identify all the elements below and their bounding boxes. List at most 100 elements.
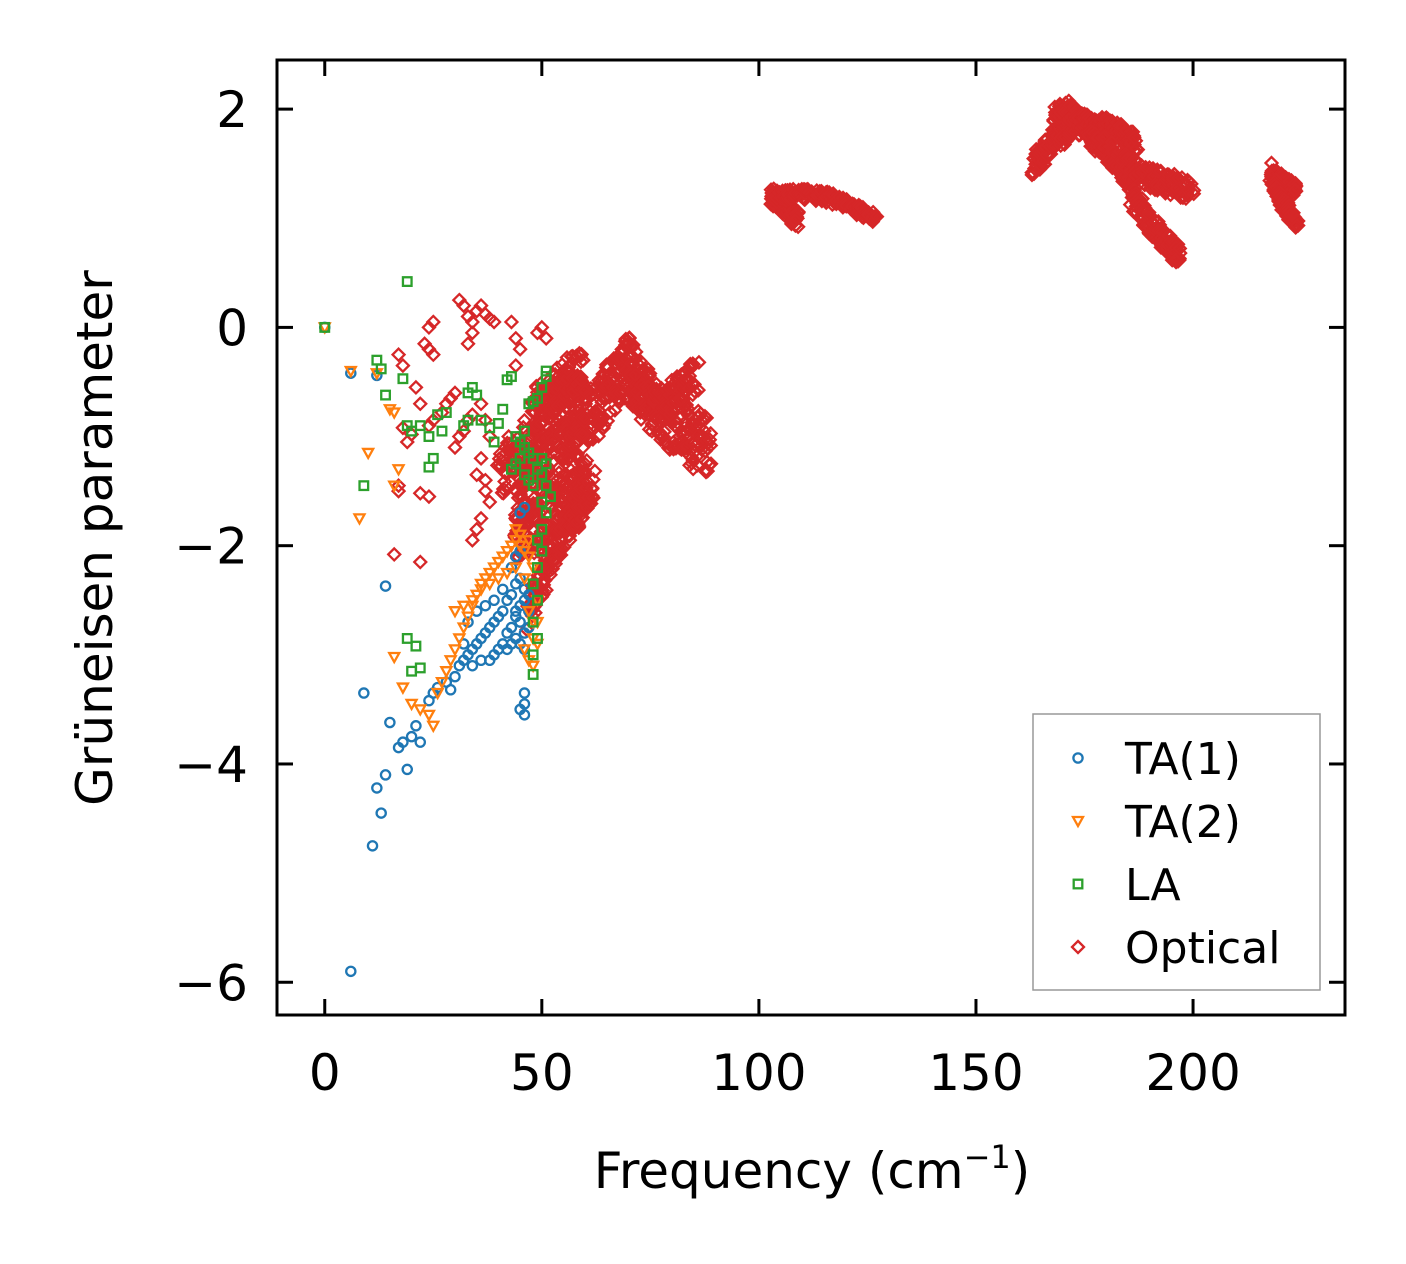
- data-point: [358, 687, 370, 699]
- data-point: [555, 395, 571, 412]
- data-point: [412, 554, 428, 570]
- data-point: [456, 297, 472, 314]
- data-point: [486, 314, 502, 330]
- data-point: [408, 379, 424, 396]
- data-point: [498, 479, 514, 495]
- data-point: [585, 431, 601, 447]
- data-point: [439, 666, 454, 679]
- x-axis-label: Frequency (cm−1): [594, 1138, 1031, 1200]
- data-point: [550, 398, 566, 414]
- x-tick-label: 0: [309, 1044, 341, 1102]
- data-point: [530, 638, 545, 652]
- legend-items: TA(1) TA(2) LA Optical: [1070, 734, 1280, 974]
- data-point: [464, 325, 480, 341]
- data-point: [546, 385, 562, 401]
- data-point: [514, 599, 526, 612]
- data-point: [387, 651, 402, 665]
- data-point: [358, 480, 370, 492]
- data-point: [460, 336, 476, 352]
- data-point: [461, 611, 475, 624]
- data-point: [527, 480, 539, 492]
- tick-labels: 0 50 100 150 200 −6 −4 −2 0 2: [174, 81, 1240, 1102]
- data-point: [465, 595, 480, 608]
- data-point: [352, 513, 367, 526]
- data-point: [562, 532, 578, 548]
- data-point: [361, 447, 376, 461]
- data-point: [345, 965, 357, 978]
- data-point: [421, 488, 437, 505]
- data-point: [1150, 222, 1167, 239]
- data-point: [521, 606, 536, 619]
- data-point: [532, 534, 543, 546]
- data-point: [452, 633, 467, 646]
- legend-marker: [1071, 815, 1085, 829]
- data-point: [447, 439, 463, 456]
- data-point: [1186, 182, 1202, 198]
- y-tick-label: −4: [174, 736, 248, 794]
- data-point: [497, 605, 509, 617]
- data-point: [527, 649, 539, 661]
- data-point: [577, 383, 593, 400]
- data-point: [319, 321, 331, 333]
- data-point: [464, 532, 480, 548]
- plot-frame: [275, 58, 1347, 1017]
- data-point: [405, 730, 418, 743]
- data-point: [534, 319, 550, 336]
- data-point: [426, 720, 441, 734]
- data-point: [1287, 182, 1303, 198]
- data-point: [536, 469, 548, 481]
- data-point: [696, 411, 712, 427]
- legend-marker: [1072, 878, 1084, 890]
- legend-entry-la: LA: [1072, 860, 1181, 911]
- data-point: [1169, 251, 1185, 267]
- data-point: [527, 578, 539, 590]
- data-point: [602, 404, 618, 420]
- data-point: [690, 382, 707, 398]
- data-point: [410, 640, 422, 652]
- data-point: [536, 496, 548, 508]
- data-point: [456, 600, 471, 614]
- data-point: [456, 622, 471, 635]
- data-point: [703, 425, 719, 442]
- data-point: [517, 573, 532, 586]
- x-axis-label-superscript: −1: [964, 1138, 1011, 1176]
- x-tick-label: 50: [510, 1044, 574, 1102]
- data-point: [447, 385, 463, 401]
- data-point: [366, 840, 379, 852]
- data-point: [673, 441, 690, 458]
- legend-marker: [1070, 939, 1086, 955]
- data-point: [475, 414, 487, 426]
- data-point: [514, 518, 531, 534]
- data-point: [379, 580, 392, 592]
- legend-label: LA: [1125, 860, 1181, 911]
- data-point: [787, 213, 803, 229]
- data-point: [546, 413, 562, 429]
- data-point: [585, 471, 601, 488]
- data-point: [600, 359, 616, 376]
- data-point: [1096, 129, 1112, 145]
- data-point: [596, 417, 612, 433]
- data-point: [401, 276, 413, 288]
- data-point: [505, 463, 517, 475]
- data-point: [672, 392, 688, 408]
- data-point: [554, 541, 570, 558]
- data-point: [473, 396, 489, 412]
- data-point: [497, 403, 509, 415]
- data-point: [387, 480, 402, 494]
- data-point: [501, 627, 513, 639]
- data-point: [536, 523, 548, 535]
- data-point: [380, 389, 391, 401]
- data-point: [501, 643, 513, 656]
- data-point: [491, 556, 506, 570]
- data-point: [504, 540, 519, 554]
- data-point: [391, 464, 406, 477]
- data-point: [435, 676, 449, 690]
- data-point: [466, 659, 479, 672]
- data-point: [518, 501, 531, 514]
- data-point: [469, 467, 485, 483]
- data-point: [691, 354, 707, 370]
- data-point: [436, 425, 448, 437]
- data-point: [390, 478, 407, 494]
- data-point: [482, 494, 498, 510]
